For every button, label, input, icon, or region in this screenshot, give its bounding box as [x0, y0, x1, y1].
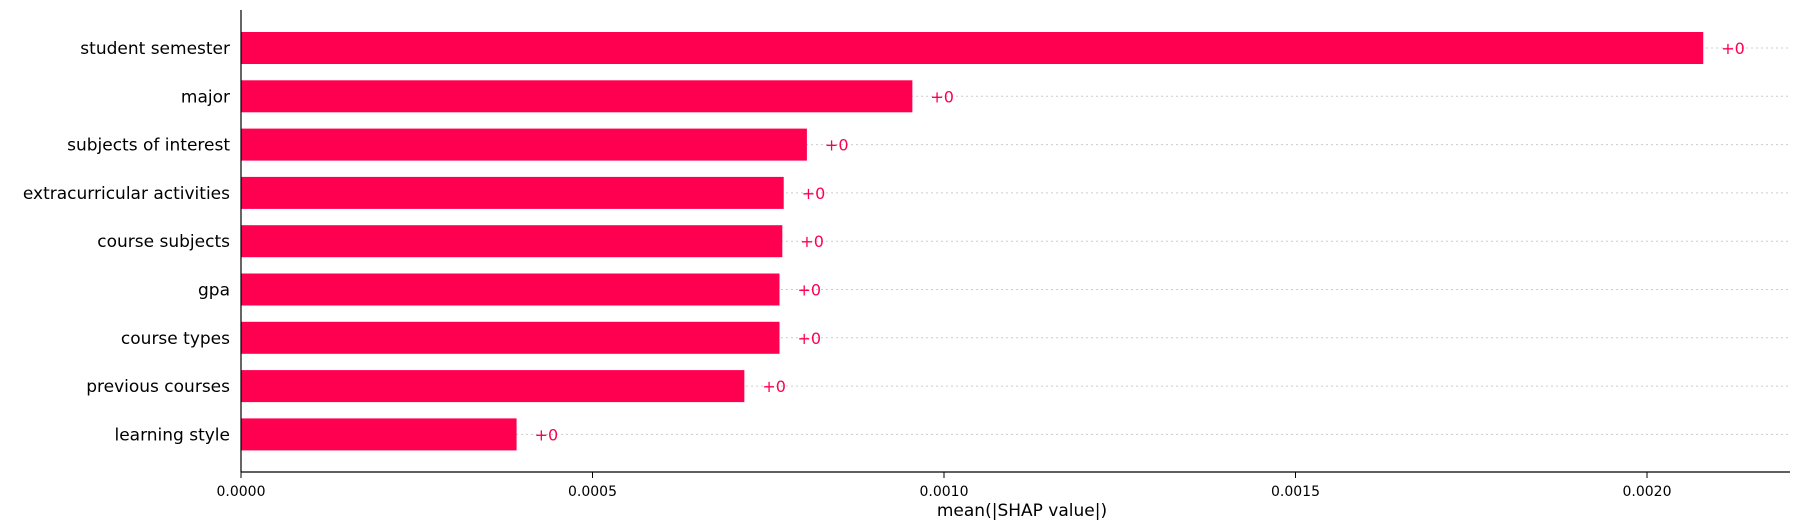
value-label: +0 — [930, 87, 954, 106]
x-tick-label: 0.0005 — [568, 484, 617, 500]
value-label: +0 — [800, 232, 824, 251]
bar-previous-courses — [241, 370, 745, 403]
bar-course-types — [241, 321, 780, 354]
category-label: major — [181, 87, 230, 107]
x-tick-label: 0.0000 — [217, 484, 266, 500]
category-label: course subjects — [97, 232, 230, 252]
value-labels: +0 +0 +0 +0 +0 +0 +0 +0 +0 — [535, 39, 1745, 444]
x-axis-ticks: 0.0000 0.0005 0.0010 0.0015 0.0020 — [217, 472, 1672, 500]
bar-student-semester — [241, 32, 1704, 64]
category-label: gpa — [198, 281, 230, 301]
value-label: +0 — [535, 425, 559, 444]
category-labels: student semester major subjects of interes… — [23, 39, 230, 445]
x-tick-label: 0.0010 — [920, 484, 969, 500]
value-label: +0 — [802, 184, 826, 203]
x-tick-label: 0.0015 — [1271, 484, 1320, 500]
bar-extracurricular-activities — [241, 176, 784, 209]
value-label: +0 — [1721, 39, 1745, 58]
value-label: +0 — [825, 136, 849, 155]
category-label: course types — [121, 329, 230, 349]
value-label: +0 — [797, 329, 821, 348]
bars — [241, 32, 1704, 451]
x-tick-label: 0.0020 — [1623, 484, 1672, 500]
value-label: +0 — [762, 377, 786, 396]
category-label: student semester — [80, 39, 230, 59]
bar-subjects-of-interest — [241, 128, 807, 161]
x-axis-label: mean(|SHAP value|) — [937, 501, 1107, 521]
bar-course-subjects — [241, 225, 783, 258]
category-label: extracurricular activities — [23, 184, 230, 204]
value-label: +0 — [797, 281, 821, 300]
bar-learning-style — [241, 418, 517, 451]
bar-major — [241, 80, 913, 113]
category-label: subjects of interest — [67, 136, 230, 156]
bar-gpa — [241, 273, 780, 306]
category-label: previous courses — [86, 377, 230, 397]
category-label: learning style — [114, 425, 230, 445]
